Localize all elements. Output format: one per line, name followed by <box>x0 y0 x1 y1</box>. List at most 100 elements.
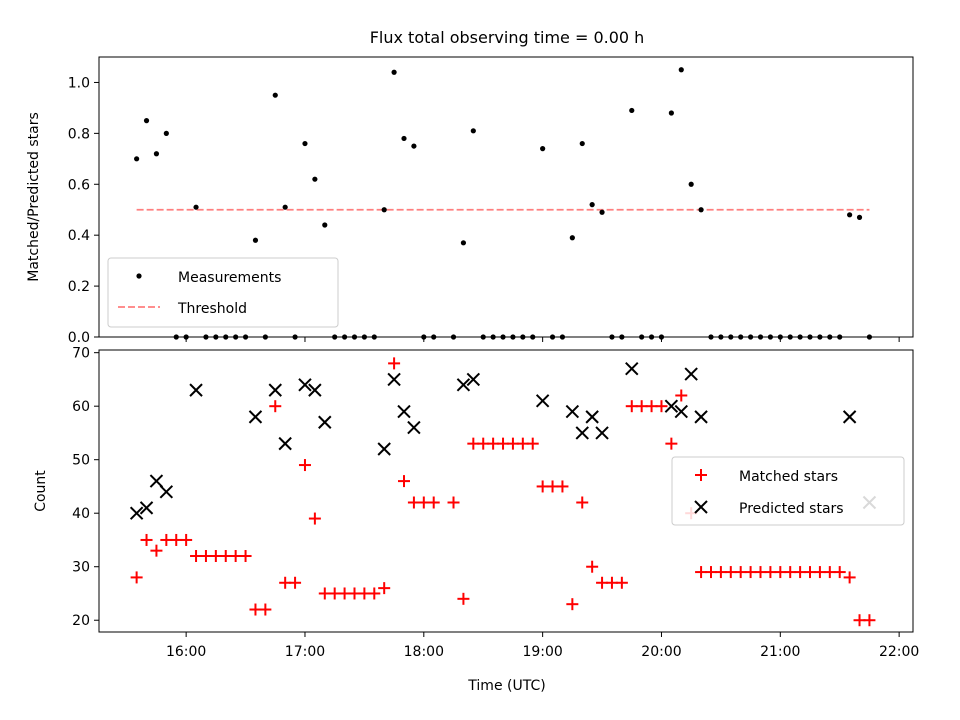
matched-star-point <box>615 576 628 589</box>
matched-star-point <box>843 571 856 584</box>
measurement-point <box>530 334 536 340</box>
legend-predicted-label: Predicted stars <box>739 501 844 517</box>
predicted-star-point <box>298 378 312 392</box>
measurement-point <box>589 202 595 208</box>
matched-star-point <box>556 480 569 493</box>
bottom-y-axis-label: Count <box>33 470 49 512</box>
measurement-point <box>391 69 397 75</box>
measurement-point <box>332 334 338 340</box>
measurement-point <box>431 334 437 340</box>
matched-star-point <box>398 475 411 488</box>
predicted-star-point <box>397 404 411 419</box>
predicted-star-point <box>129 506 144 520</box>
measurement-point <box>767 334 774 340</box>
predicted-star-point <box>684 367 698 381</box>
x-tick-label: 20:00 <box>641 644 681 660</box>
bottom-y-tick-label: 20 <box>72 613 90 629</box>
top-plot-area: 0.0 0.2 0.4 0.6 0.8 1.0 Matched/Predicted sta… <box>26 56 914 346</box>
measurement-point <box>371 334 377 340</box>
measurement-point <box>540 146 546 152</box>
matched-star-point <box>150 544 163 557</box>
measurement-point <box>213 334 219 340</box>
measurement-point <box>619 334 625 340</box>
bottom-plot-frame <box>98 349 914 633</box>
measurement-point <box>450 334 457 340</box>
predicted-star-point <box>387 372 401 387</box>
matched-star-point <box>665 437 678 450</box>
top-legend: Measurements Threshold <box>107 257 339 328</box>
measurement-point <box>480 334 486 340</box>
measurement-point <box>609 334 615 340</box>
bottom-y-tick-label: 60 <box>72 399 90 415</box>
measurement-point <box>302 140 308 147</box>
measurement-point <box>599 209 605 215</box>
measurement-point <box>134 156 140 162</box>
measurement-point <box>153 151 160 157</box>
matched-star-point <box>298 459 311 472</box>
legend-predicted-marker <box>694 500 708 514</box>
measurement-point <box>233 334 239 340</box>
x-tick-label: 21:00 <box>760 644 800 660</box>
chart-title: Flux total observing time = 0.00 h <box>370 28 645 47</box>
measurement-point <box>827 334 833 340</box>
legend-measurements-marker <box>136 273 142 279</box>
predicted-star-point <box>149 474 164 488</box>
measurement-point <box>381 207 387 213</box>
predicted-star-point <box>466 372 481 387</box>
measurement-point <box>569 235 575 241</box>
measurement-point <box>341 334 348 340</box>
legend-threshold-label: Threshold <box>177 301 247 317</box>
measurement-point <box>490 334 496 340</box>
matched-star-point <box>269 400 282 413</box>
top-y-ticks: 0.0 0.2 0.4 0.6 0.8 1.0 <box>68 75 99 346</box>
measurement-point <box>747 334 754 340</box>
measurement-point <box>837 334 843 340</box>
measurement-point <box>787 334 793 340</box>
measurement-point <box>807 334 813 340</box>
measurement-point <box>856 214 863 220</box>
top-y-tick-label: 0.4 <box>68 228 90 244</box>
predicted-star-point <box>248 410 263 424</box>
top-y-tick-label: 0.8 <box>68 126 90 142</box>
matched-star-point <box>576 496 589 509</box>
top-plot-frame <box>98 56 914 338</box>
top-y-tick-label: 0.2 <box>68 279 90 295</box>
predicted-star-point <box>585 410 599 424</box>
measurement-point <box>312 176 318 182</box>
measurement-point <box>421 334 427 340</box>
measurement-point <box>757 334 764 340</box>
measurement-point <box>579 140 585 147</box>
matched-star-point <box>130 571 143 584</box>
top-y-axis-label: Matched/Predicted stars <box>26 112 42 282</box>
predicted-star-point <box>595 426 609 440</box>
measurement-point <box>292 334 298 340</box>
matched-star-point <box>526 437 539 450</box>
measurement-point <box>143 118 150 124</box>
measurement-point <box>223 334 229 340</box>
measurement-point <box>460 240 467 246</box>
bottom-y-tick-label: 70 <box>72 346 90 362</box>
measurement-point <box>777 334 783 340</box>
predicted-star-point <box>674 404 688 419</box>
measurement-point <box>728 334 734 340</box>
predicted-star-point <box>575 426 589 440</box>
matched-star-point <box>833 566 846 579</box>
top-legend-box <box>107 257 339 328</box>
measurement-point <box>203 334 209 340</box>
matched-stars-series <box>130 357 876 627</box>
matched-star-point <box>378 582 391 595</box>
matched-star-point <box>308 512 321 525</box>
measurement-point <box>549 334 556 340</box>
matched-star-point <box>368 587 381 600</box>
predicted-star-point <box>565 404 580 419</box>
x-tick-label: 18:00 <box>404 644 444 660</box>
measurement-point <box>282 204 288 210</box>
measurement-point <box>322 222 328 228</box>
bottom-legend-box <box>671 456 905 526</box>
matched-star-point <box>447 496 460 509</box>
bottom-plot-area: 20 30 40 50 60 70 16:00 17:00 18:00 19:00 20:00 21… <box>33 346 919 694</box>
measurement-point <box>817 334 823 340</box>
measurement-point <box>520 334 526 340</box>
matched-star-point <box>863 614 876 627</box>
